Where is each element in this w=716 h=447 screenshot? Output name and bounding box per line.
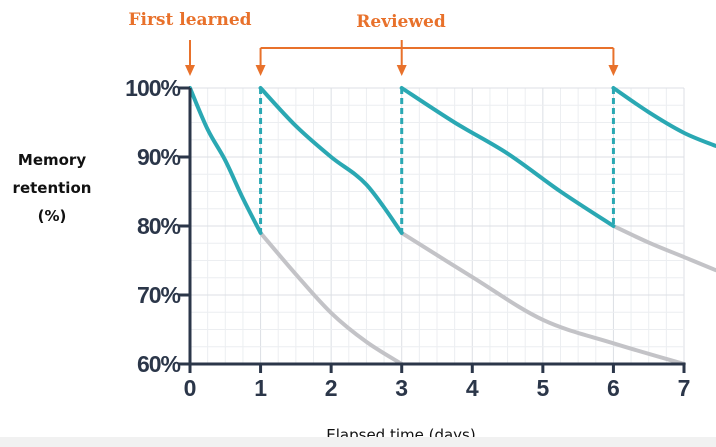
annotation-first-learned: First learned	[128, 10, 251, 30]
x-tick-label: 6	[607, 375, 620, 401]
annotations	[185, 40, 619, 76]
y-tick-labels: 60% 70% 80% 90% 100%	[125, 75, 181, 377]
retention-curve	[188, 86, 263, 235]
x-tick-label: 0	[184, 375, 197, 401]
y-tick-label: 90%	[137, 144, 181, 170]
y-axis-label-line: (%)	[38, 207, 67, 225]
x-tick-label: 7	[678, 375, 691, 401]
x-tick-label: 4	[466, 375, 479, 401]
y-tick-label: 80%	[137, 213, 181, 239]
retention-curve	[399, 86, 616, 228]
forgetting-curve	[611, 224, 716, 273]
x-tick-label: 3	[395, 375, 408, 401]
bottom-strip	[0, 437, 716, 447]
y-tick-label: 100%	[125, 75, 180, 101]
curves	[188, 86, 716, 366]
y-tick-label: 60%	[137, 351, 181, 377]
retention-curve	[258, 86, 404, 235]
y-axis-label-line: retention	[13, 179, 92, 197]
forgetting-curve	[399, 230, 686, 366]
y-tick-label: 70%	[137, 282, 181, 308]
grid	[189, 87, 685, 365]
retention-curve	[611, 86, 716, 148]
x-tick-label: 1	[254, 375, 267, 401]
x-tick-label: 5	[537, 375, 550, 401]
y-axis-label: Memory retention (%)	[13, 151, 92, 225]
reviewed-arrow-head	[255, 65, 266, 76]
first-learned-arrow-head	[185, 65, 195, 76]
x-tick-label: 2	[325, 375, 338, 401]
y-axis-label-line: Memory	[18, 151, 86, 169]
x-tick-labels: 0 1 2 3 4 5 6 7	[184, 375, 691, 401]
axes	[178, 86, 686, 373]
annotation-reviewed: Reviewed	[356, 12, 446, 32]
reviewed-arrow-head	[608, 65, 619, 76]
reviewed-arrow-head	[396, 65, 407, 76]
forgetting-curve	[258, 230, 404, 366]
